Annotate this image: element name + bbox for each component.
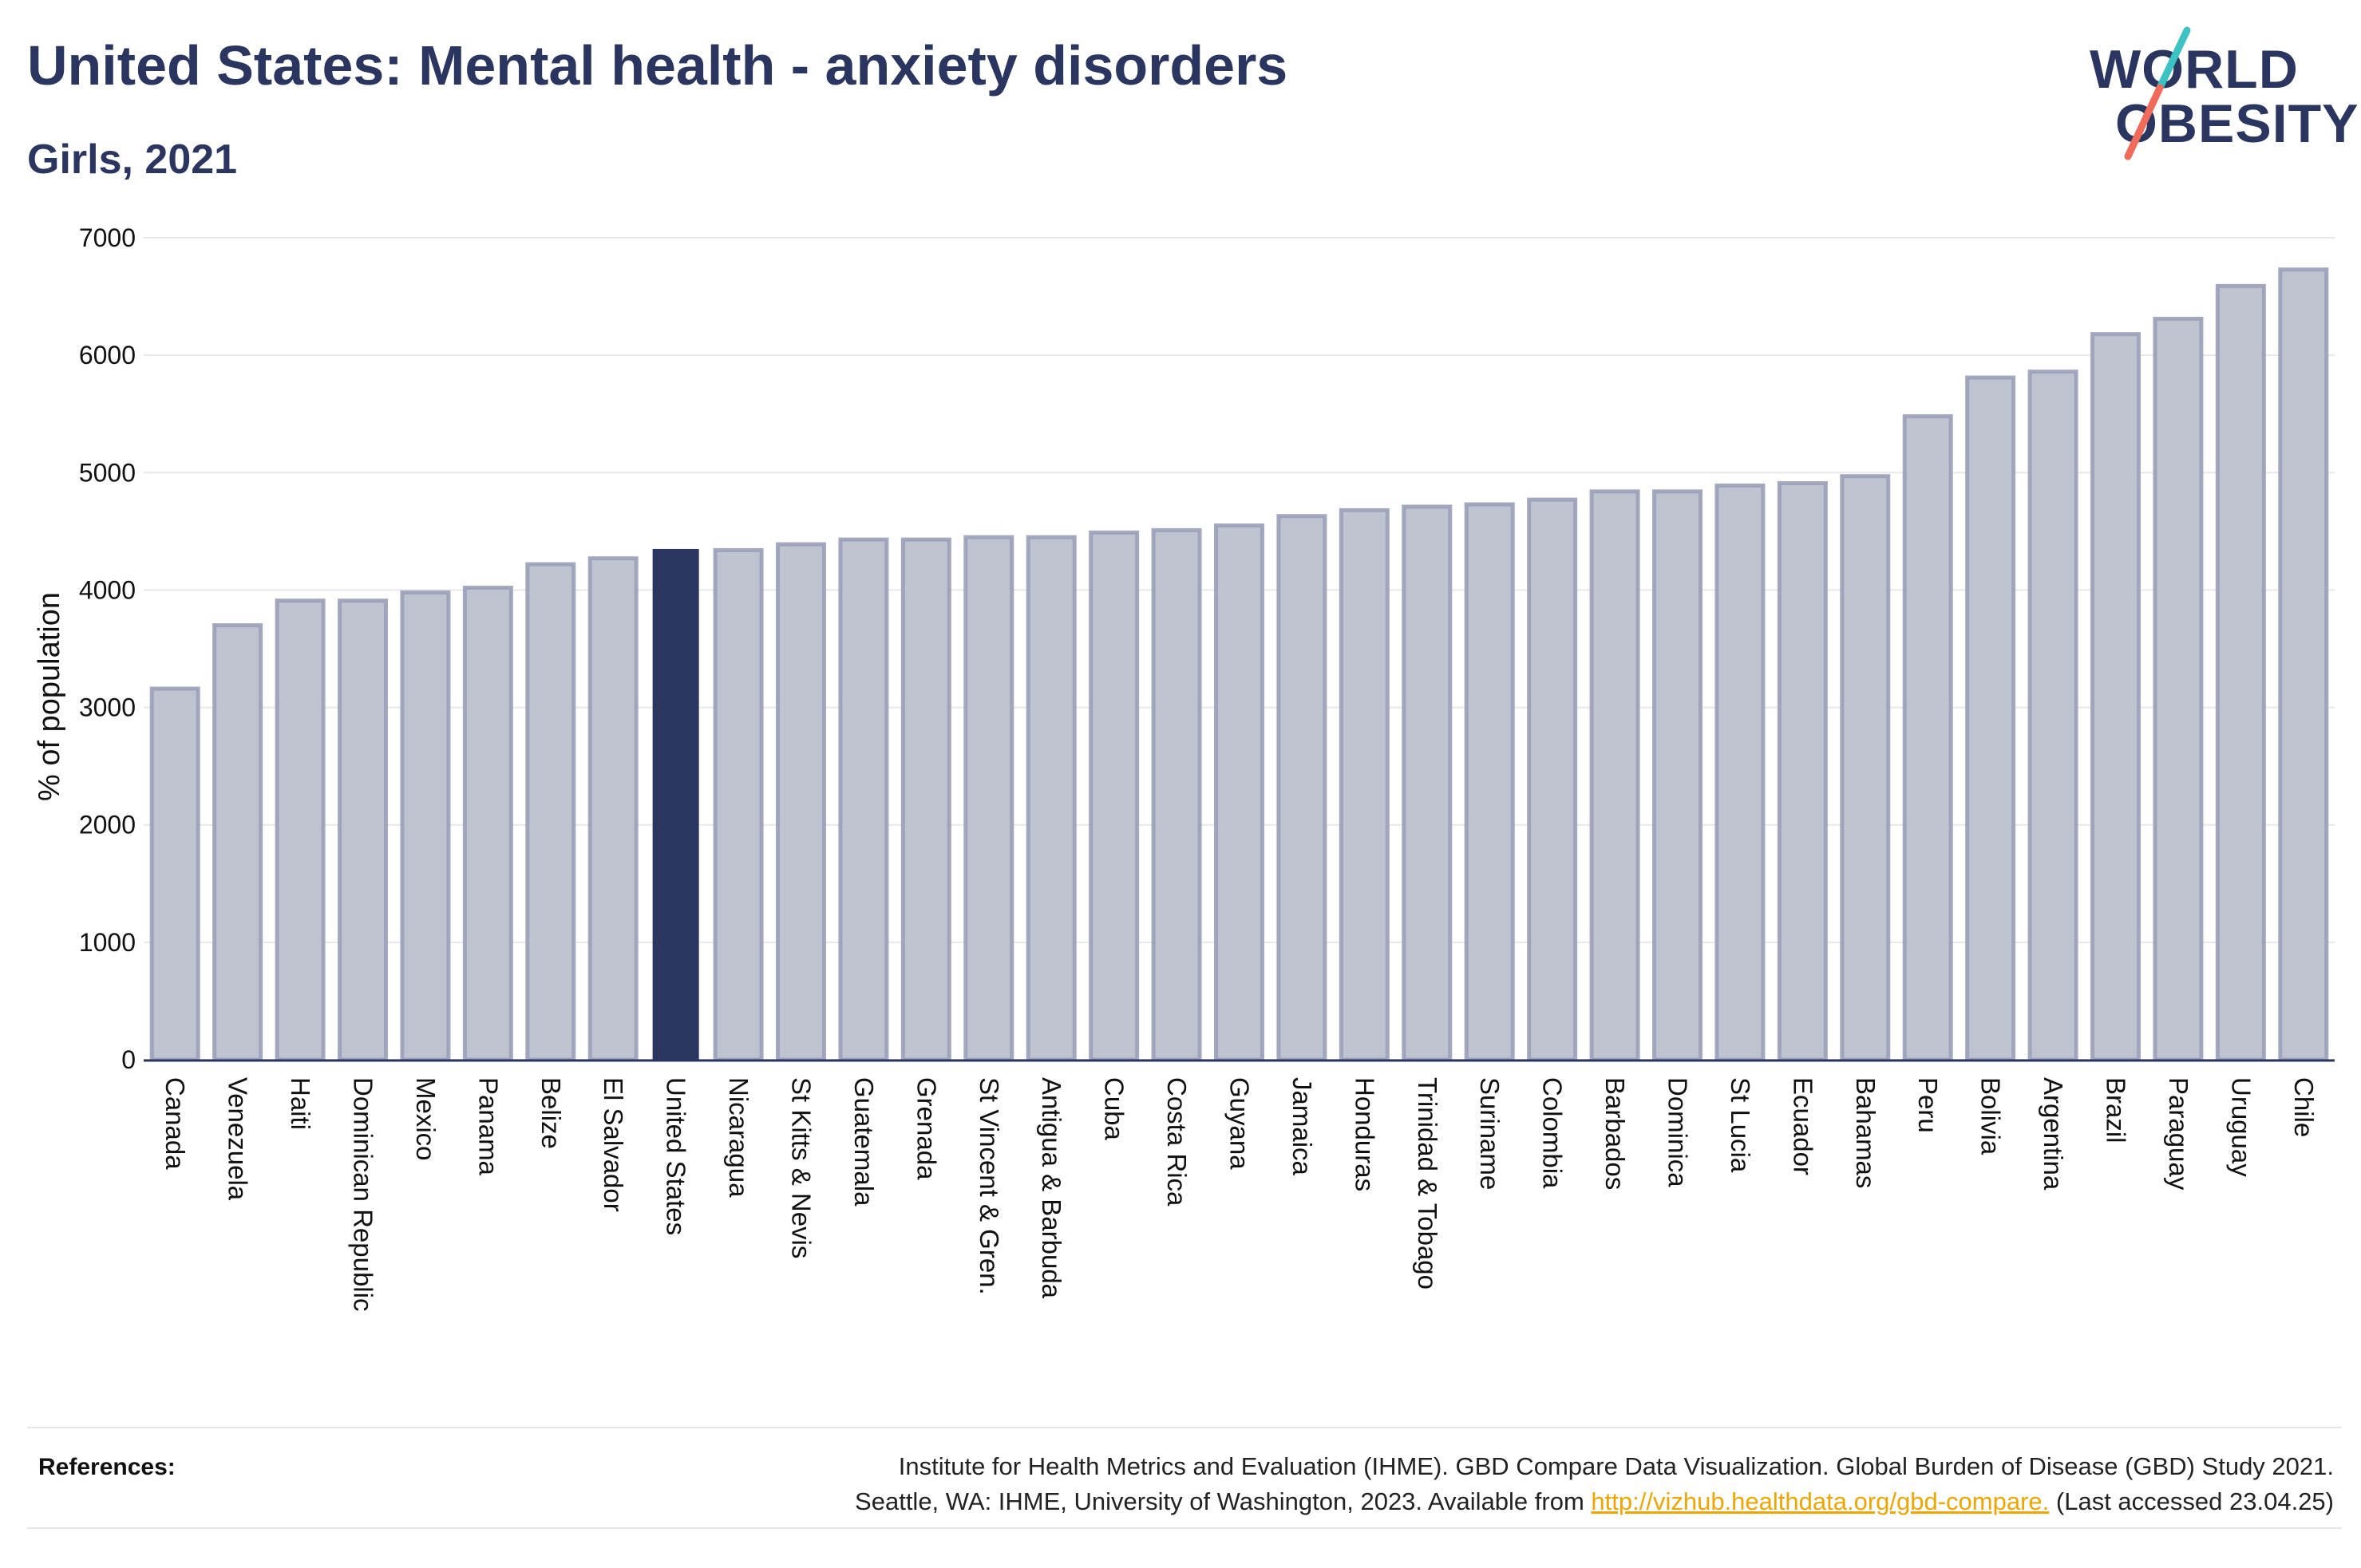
x-tick-label: Honduras (1350, 1077, 1379, 1191)
bar-jamaica (1276, 514, 1327, 1062)
x-tick-label: Cuba (1100, 1077, 1129, 1141)
x-tick-label: Bolivia (1976, 1077, 2006, 1155)
bar-argentina (2027, 369, 2078, 1062)
x-tick-label: Nicaragua (724, 1077, 753, 1198)
y-tick-label: 4000 (79, 575, 136, 604)
y-axis-label: % of population (33, 592, 66, 801)
x-tick-label: Antigua & Barbuda (1037, 1077, 1066, 1299)
bar-costa-rica (1151, 527, 1202, 1062)
references-text: Institute for Health Metrics and Evaluat… (855, 1449, 2334, 1519)
x-tick-label: Suriname (1475, 1077, 1505, 1190)
bar-united-states (652, 548, 699, 1060)
x-tick-label: Bahamas (1851, 1077, 1880, 1188)
bar-haiti (275, 598, 326, 1062)
x-tick-label: Guyana (1225, 1077, 1255, 1170)
bar-grenada (900, 537, 951, 1062)
world-obesity-logo: WORLD OBESITY (2075, 26, 2359, 176)
references-line2: Seattle, WA: IHME, University of Washing… (855, 1484, 2334, 1519)
references-line1: Institute for Health Metrics and Evaluat… (898, 1452, 2334, 1480)
bar-bolivia (1965, 375, 2016, 1062)
references-link[interactable]: http://vizhub.healthdata.org/gbd-compare… (1591, 1487, 2050, 1515)
bar-colombia (1527, 497, 1578, 1062)
y-tick-label: 5000 (79, 458, 136, 487)
bar-chart: 0 1000 2000 3000 4000 5000 6000 7000 % of popula… (33, 223, 2335, 1311)
bar-suriname (1464, 502, 1515, 1062)
x-tick-label: Dominican Republic (349, 1077, 378, 1311)
bar-mexico (400, 590, 451, 1062)
logo-text-line1: WORLD (2090, 39, 2299, 100)
y-tick-label: 7000 (79, 223, 136, 252)
bar-dominican-republic (337, 598, 389, 1062)
x-tick-label: Argentina (2039, 1077, 2068, 1191)
x-tick-label: Guatemala (849, 1077, 879, 1207)
references-box: References: Institute for Health Metrics… (27, 1427, 2342, 1529)
bar-venezuela (212, 623, 263, 1062)
y-tick-label: 1000 (79, 928, 136, 957)
bar-canada (149, 686, 200, 1062)
x-tick-label: Haiti (286, 1077, 315, 1130)
x-tick-label: Costa Rica (1162, 1077, 1192, 1207)
bar-barbados (1589, 489, 1640, 1062)
bar-paraguay (2153, 317, 2204, 1062)
bar-st-vincent-gren- (963, 535, 1014, 1062)
x-tick-label: St Lucia (1726, 1077, 1755, 1173)
y-tick-label: 2000 (79, 811, 136, 839)
x-tick-label: United States (662, 1077, 691, 1235)
x-tick-label: Venezuela (223, 1077, 253, 1201)
x-tick-label: Ecuador (1788, 1077, 1817, 1175)
bar-peru (1902, 414, 1953, 1062)
x-tick-label: Trinidad & Tobago (1413, 1077, 1442, 1290)
x-tick-label: Uruguay (2226, 1077, 2256, 1177)
bar-dominica (1651, 489, 1703, 1062)
x-tick-label: Jamaica (1287, 1077, 1317, 1176)
bar-belize (525, 562, 576, 1062)
y-tick-label: 0 (121, 1045, 136, 1074)
x-tick-label: Barbados (1600, 1077, 1630, 1190)
references-line2-suffix: (Last accessed 23.04.25) (2049, 1487, 2334, 1515)
bar-honduras (1339, 508, 1390, 1062)
page-subtitle: Girls, 2021 (27, 136, 238, 183)
x-tick-label: Peru (1913, 1077, 1943, 1133)
x-tick-label: El Salvador (599, 1077, 628, 1212)
bar-chile (2278, 267, 2329, 1062)
bar-guyana (1213, 523, 1265, 1062)
y-tick-label: 6000 (79, 341, 136, 369)
x-tick-label: Chile (2289, 1077, 2319, 1137)
x-tick-label: St Kitts & Nevis (787, 1077, 817, 1258)
references-line2-prefix: Seattle, WA: IHME, University of Washing… (855, 1487, 1592, 1515)
page-title: United States: Mental health - anxiety d… (27, 34, 1288, 97)
bar-trinidad-tobago (1402, 504, 1453, 1062)
bar-uruguay (2215, 283, 2266, 1062)
x-tick-label: Dominica (1663, 1077, 1693, 1187)
bar-st-lucia (1714, 483, 1766, 1062)
bar-brazil (2090, 332, 2142, 1062)
y-tick-label: 3000 (79, 693, 136, 722)
x-tick-label: Canada (160, 1077, 190, 1170)
bar-bahamas (1840, 474, 1891, 1062)
x-tick-label: Panama (473, 1077, 503, 1176)
bar-panama (462, 585, 513, 1062)
bar-nicaragua (713, 547, 764, 1062)
x-tick-label: Belize (536, 1077, 566, 1149)
x-tick-label: Brazil (2102, 1077, 2131, 1143)
bar-ecuador (1777, 481, 1828, 1062)
references-label: References: (38, 1454, 176, 1480)
x-tick-label: Mexico (411, 1077, 441, 1161)
logo-slash-icon (2124, 26, 2191, 160)
x-tick-label: Colombia (1538, 1077, 1568, 1189)
x-tick-label: Grenada (912, 1077, 941, 1180)
bar-cuba (1089, 530, 1140, 1062)
bar-antigua-barbuda (1026, 535, 1077, 1062)
x-tick-label: St Vincent & Gren. (975, 1077, 1004, 1295)
bar-st-kitts-nevis (775, 542, 827, 1062)
bar-guatemala (838, 537, 889, 1062)
bar-el-salvador (587, 556, 639, 1062)
x-tick-label: Paraguay (2164, 1077, 2193, 1191)
